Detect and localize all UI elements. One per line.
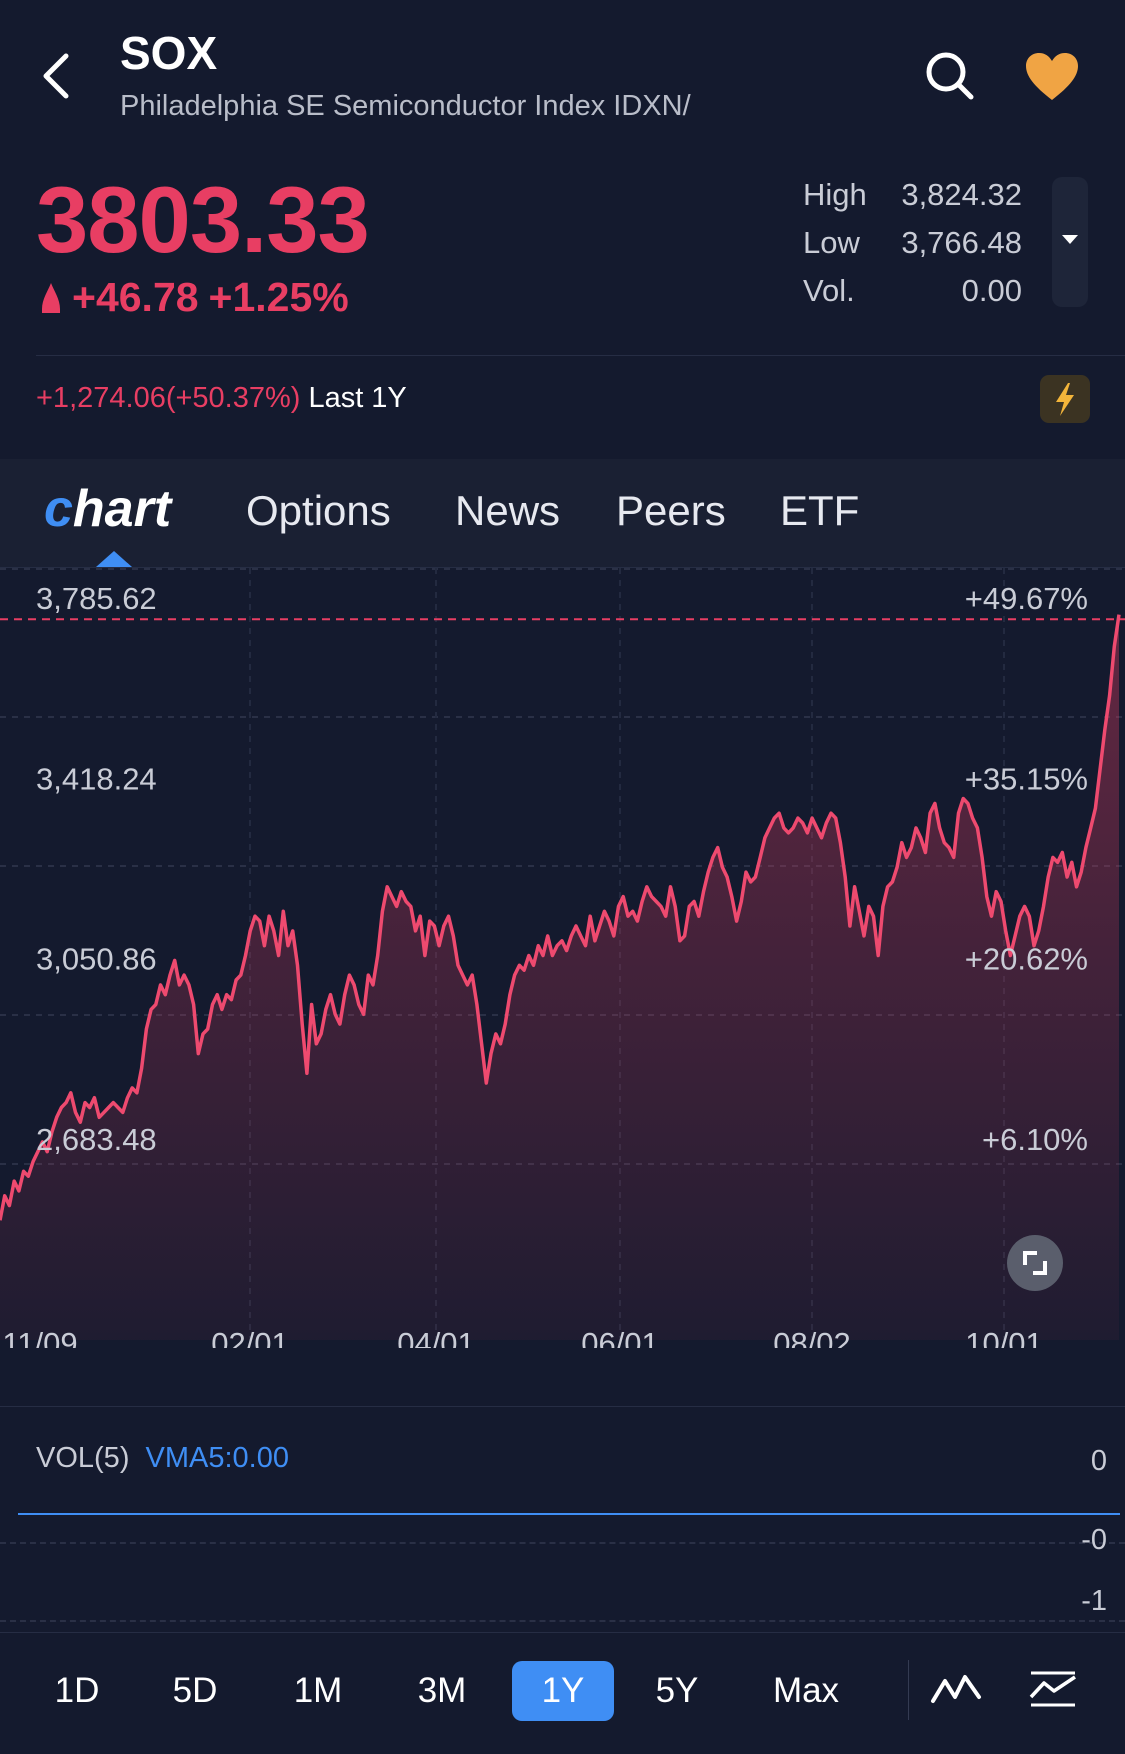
- area-chart-button[interactable]: [1028, 1667, 1078, 1711]
- tab-peers[interactable]: Peers: [616, 487, 726, 534]
- y-tick-percent: +35.15%: [965, 761, 1088, 796]
- volume-axis-label: -0: [1081, 1524, 1107, 1556]
- price-chart[interactable]: 3,785.62 +49.67% 3,418.24 +35.15% 3,050.86 +2…: [0, 568, 1125, 1348]
- range-1y[interactable]: 1Y: [512, 1661, 614, 1721]
- y-tick-label: 3,785.62: [36, 581, 157, 616]
- last-price: 3803.33: [36, 167, 370, 272]
- volume-axis-label: 0: [1090, 1445, 1107, 1477]
- volume-axis-label: -1: [1081, 1585, 1107, 1617]
- tab-bar: chart Options News Peers ETF: [0, 459, 1125, 568]
- divider: [908, 1660, 909, 1720]
- tab-active-indicator: [96, 551, 132, 567]
- range-1d[interactable]: 1D: [54, 1671, 100, 1710]
- heart-icon: [1026, 53, 1078, 100]
- stat-vol-value: 0.00: [961, 273, 1022, 308]
- price-change: +46.78 +1.25%: [40, 274, 349, 321]
- y-tick-percent: +6.10%: [982, 1122, 1088, 1157]
- change-value: +46.78: [72, 274, 199, 320]
- vma-label: VMA5:0.00: [145, 1442, 289, 1474]
- range-1m[interactable]: 1M: [293, 1671, 343, 1710]
- performance-value: +1,274.06(+50.37%): [36, 382, 301, 414]
- price-area: [0, 614, 1119, 1340]
- performance-label: Last 1Y: [308, 382, 407, 414]
- search-icon: [926, 52, 974, 100]
- arrow-up-icon: [42, 282, 60, 313]
- x-tick-label: 04/01: [397, 1326, 475, 1348]
- y-tick-label: 3,050.86: [36, 942, 157, 977]
- y-tick-label: 2,683.48: [36, 1122, 157, 1157]
- period-performance: +1,274.06(+50.37%) Last 1Y: [36, 382, 407, 415]
- fullscreen-icon: [1023, 1251, 1047, 1275]
- stats-expand-button[interactable]: [1052, 177, 1088, 307]
- range-max[interactable]: Max: [772, 1671, 840, 1710]
- stat-high-value: 3,824.32: [901, 177, 1022, 212]
- volume-label: VOL(5): [36, 1442, 130, 1474]
- range-5y[interactable]: 5Y: [655, 1671, 699, 1710]
- favorite-button[interactable]: [1024, 52, 1080, 102]
- divider: [0, 1406, 1125, 1407]
- gridline: [0, 1542, 1125, 1544]
- x-tick-label: 02/01: [211, 1326, 289, 1348]
- line-chart-icon: [931, 1675, 981, 1703]
- x-tick-label: 10/01: [965, 1326, 1043, 1348]
- chevron-left-icon: [43, 53, 69, 99]
- area-chart-icon: [1029, 1671, 1076, 1707]
- symbol-title: SOX: [120, 27, 218, 79]
- line-chart-button[interactable]: [930, 1667, 982, 1711]
- caret-down-icon: [1062, 235, 1078, 244]
- flash-button[interactable]: [1040, 375, 1090, 423]
- tab-options[interactable]: Options: [246, 487, 391, 534]
- stat-low-label: Low: [803, 225, 860, 260]
- tab-etf[interactable]: ETF: [780, 487, 860, 534]
- y-tick-percent: +20.62%: [965, 942, 1088, 977]
- tab-news[interactable]: News: [455, 487, 561, 534]
- change-percent: +1.25%: [208, 274, 349, 320]
- back-button[interactable]: [38, 48, 78, 104]
- range-5d[interactable]: 5D: [172, 1671, 218, 1710]
- price-line: [0, 614, 1121, 1221]
- range-3m[interactable]: 3M: [417, 1671, 467, 1710]
- y-tick-percent: +49.67%: [965, 581, 1088, 616]
- stat-high-label: High: [803, 177, 867, 212]
- index-name: Philadelphia SE Semiconductor Index IDXN…: [120, 90, 691, 122]
- divider: [36, 355, 1125, 356]
- stat-low-value: 3,766.48: [901, 225, 1022, 260]
- fullscreen-button[interactable]: [1007, 1235, 1063, 1291]
- tab-chart-label: hart: [72, 480, 172, 538]
- x-tick-label: 08/02: [773, 1326, 851, 1348]
- gridline: [0, 1620, 1125, 1622]
- y-tick-label: 3,418.24: [36, 761, 157, 796]
- lightning-icon: [1056, 383, 1074, 416]
- x-tick-label: 06/01: [581, 1326, 659, 1348]
- vma-line: [18, 1513, 1120, 1515]
- x-tick-label: 11/09: [2, 1326, 77, 1348]
- volume-legend: VOL(5) VMA5:0.00: [36, 1442, 289, 1475]
- stat-vol-label: Vol.: [803, 273, 855, 308]
- tab-chart[interactable]: chart: [44, 480, 172, 538]
- search-button[interactable]: [924, 50, 976, 102]
